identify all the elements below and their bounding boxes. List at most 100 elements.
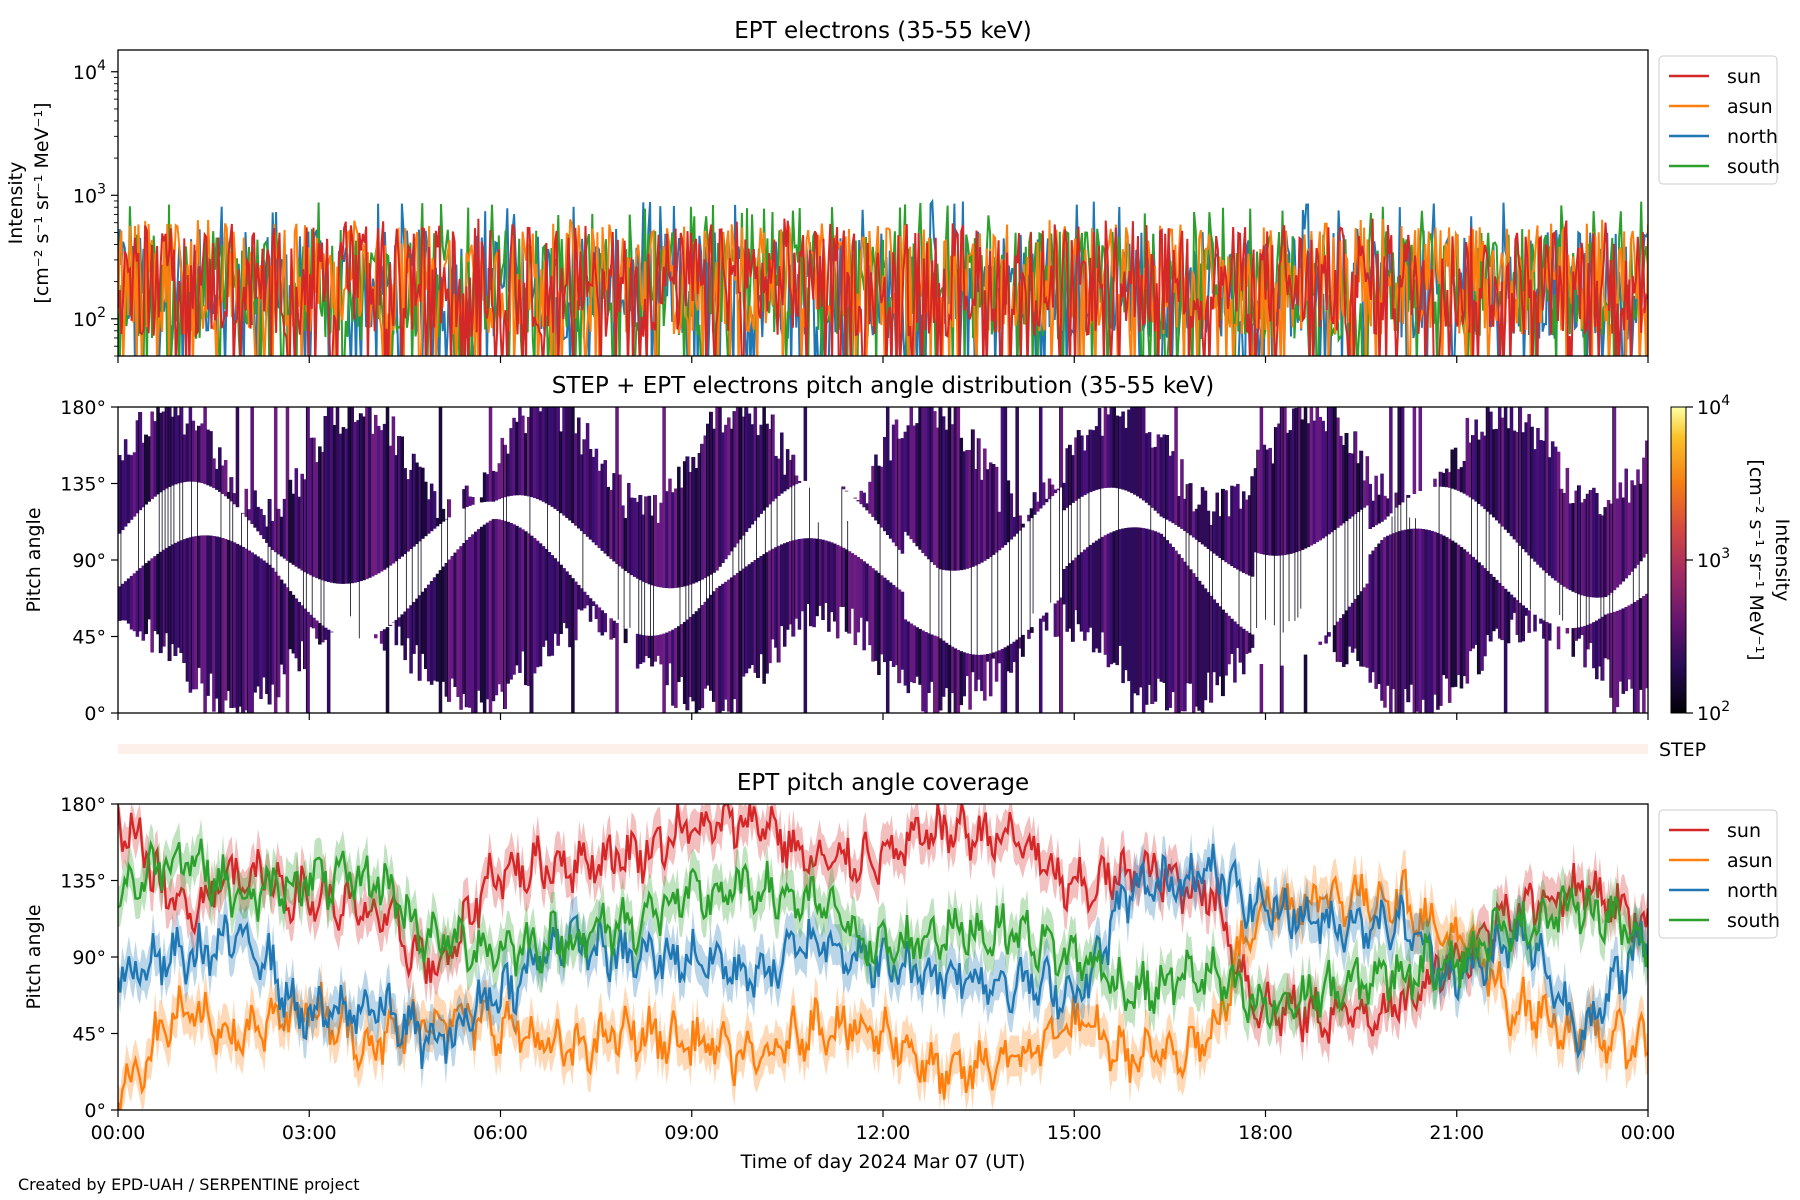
heatmap-cell <box>1347 606 1352 647</box>
panel2-heatmap <box>118 407 1648 713</box>
heatmap-cell <box>1621 608 1626 694</box>
heatmap-cell <box>721 432 725 563</box>
heatmap-cell <box>1424 529 1428 713</box>
heatmap-cell <box>1171 451 1175 524</box>
heatmap-cell <box>927 633 931 693</box>
heatmap-cell <box>1545 407 1549 574</box>
heatmap-cell <box>1318 416 1322 541</box>
heatmap-cell <box>791 540 796 637</box>
heatmap-cell <box>297 496 302 569</box>
heatmap-cell <box>974 654 978 692</box>
heatmap-cell <box>1418 528 1423 713</box>
heatmap-cell <box>259 558 263 699</box>
heatmap-cell <box>809 538 813 627</box>
heatmap-cell <box>1577 627 1581 639</box>
heatmap-cell <box>641 514 646 582</box>
heatmap-cell <box>591 456 596 543</box>
heatmap-cell <box>288 591 293 650</box>
heatmap-cell <box>447 559 452 702</box>
heatmap-cell <box>518 407 522 496</box>
heatmap-cell <box>718 407 722 567</box>
heatmap-cell <box>1386 535 1390 686</box>
heatmap-cell <box>244 488 249 517</box>
heatmap-cell <box>885 580 890 713</box>
heatmap-cell <box>1595 620 1599 680</box>
heatmap-cell <box>382 423 387 570</box>
heatmap-cell <box>1439 534 1443 706</box>
heatmap-cell <box>350 407 354 584</box>
heatmap-cell <box>1533 614 1537 632</box>
heatmap-cell <box>1130 407 1134 494</box>
heatmap-cell <box>421 467 425 539</box>
heatmap-cell <box>447 499 452 518</box>
heatmap-cell <box>176 415 181 484</box>
heatmap-cell <box>730 428 734 552</box>
heatmap-cell <box>1327 632 1331 637</box>
panel3-ylabel: Pitch angle <box>23 904 45 1009</box>
heatmap-cell <box>665 632 669 686</box>
heatmap-cell <box>212 458 216 489</box>
heatmap-cell <box>418 466 422 542</box>
heatmap-cell <box>1221 609 1225 697</box>
heatmap-cell <box>1456 544 1461 675</box>
heatmap-cell <box>844 490 849 492</box>
heatmap-cell <box>1180 459 1184 529</box>
heatmap-cell <box>877 465 881 525</box>
y-tick-label: 104 <box>73 58 106 84</box>
heatmap-cell <box>1489 411 1493 515</box>
heatmap-cell <box>1156 532 1161 679</box>
heatmap-cell <box>1018 515 1022 531</box>
heatmap-cell <box>732 411 737 548</box>
heatmap-cell <box>1380 473 1384 522</box>
heatmap-cell <box>865 503 869 511</box>
heatmap-cell <box>512 524 516 675</box>
heatmap-cell <box>662 633 666 713</box>
heatmap-cell <box>556 407 560 511</box>
heatmap-cell <box>438 407 443 524</box>
heatmap-cell <box>485 474 490 502</box>
heatmap-cell <box>506 521 510 684</box>
heatmap-cell <box>741 568 746 677</box>
heatmap-cell <box>1130 527 1134 713</box>
heatmap-cell <box>1506 428 1511 533</box>
heatmap-cell <box>1462 549 1467 677</box>
heatmap-cell <box>971 654 975 673</box>
heatmap-cell <box>368 407 372 578</box>
heatmap-cell <box>1612 611 1617 713</box>
legend-label-north: north <box>1727 880 1778 902</box>
heatmap-cell <box>1586 624 1590 650</box>
heatmap-cell <box>1165 435 1169 520</box>
heatmap-cell <box>1027 514 1031 522</box>
heatmap-cell <box>612 473 616 562</box>
heatmap-cell <box>771 414 775 502</box>
heatmap-cell <box>371 433 375 577</box>
heatmap-cell <box>318 446 322 580</box>
heatmap-cell <box>933 411 937 565</box>
heatmap-cell <box>1115 530 1119 666</box>
heatmap-cell <box>306 611 310 713</box>
heatmap-cell <box>262 515 266 539</box>
heatmap-cell <box>721 583 725 711</box>
heatmap-cell <box>1386 498 1390 517</box>
heatmap-cell <box>791 454 796 486</box>
heatmap-cell <box>1241 491 1246 573</box>
heatmap-cell <box>738 407 743 540</box>
heatmap-cell <box>718 585 722 713</box>
heatmap-cell <box>1294 407 1299 553</box>
heatmap-cell <box>909 407 914 540</box>
heatmap-cell <box>1297 407 1302 552</box>
legend-label-sun: sun <box>1727 66 1761 88</box>
heatmap-cell <box>856 500 861 502</box>
heatmap-cell <box>933 635 937 713</box>
y-tick-label: 180° <box>60 397 106 419</box>
heatmap-cell <box>1400 407 1405 503</box>
heatmap-cell <box>568 574 572 648</box>
heatmap-cell <box>874 570 878 661</box>
heatmap-cell <box>1597 618 1602 667</box>
heatmap-cell <box>1394 492 1399 508</box>
heatmap-cell <box>906 425 911 536</box>
heatmap-cell <box>1492 576 1496 632</box>
heatmap-cell <box>1168 543 1172 708</box>
heatmap-cell <box>1406 529 1411 703</box>
heatmap-cell <box>1339 435 1343 526</box>
